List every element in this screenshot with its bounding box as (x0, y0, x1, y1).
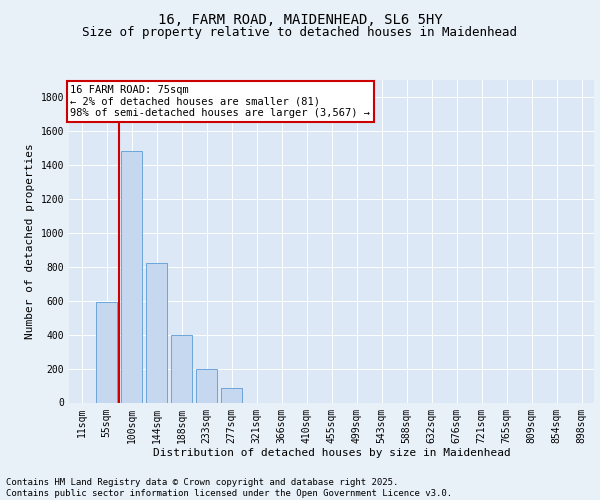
Bar (171, 334, 192, 402)
Bar (146, 264, 167, 402)
Text: 16 FARM ROAD: 75sqm
← 2% of detached houses are smaller (81)
98% of semi-detache: 16 FARM ROAD: 75sqm ← 2% of detached hou… (70, 85, 370, 118)
Bar (121, 152, 142, 402)
Text: Size of property relative to detached houses in Maidenhead: Size of property relative to detached ho… (83, 26, 517, 39)
X-axis label: Distribution of detached houses by size in Maidenhead: Distribution of detached houses by size … (152, 448, 511, 458)
Text: Contains HM Land Registry data © Crown copyright and database right 2025.
Contai: Contains HM Land Registry data © Crown c… (6, 478, 452, 498)
Bar (196, 370, 217, 402)
Text: 16, FARM ROAD, MAIDENHEAD, SL6 5HY: 16, FARM ROAD, MAIDENHEAD, SL6 5HY (158, 12, 442, 26)
Bar (96, 302, 117, 402)
Bar (221, 388, 242, 402)
Y-axis label: Number of detached properties: Number of detached properties (25, 144, 35, 339)
